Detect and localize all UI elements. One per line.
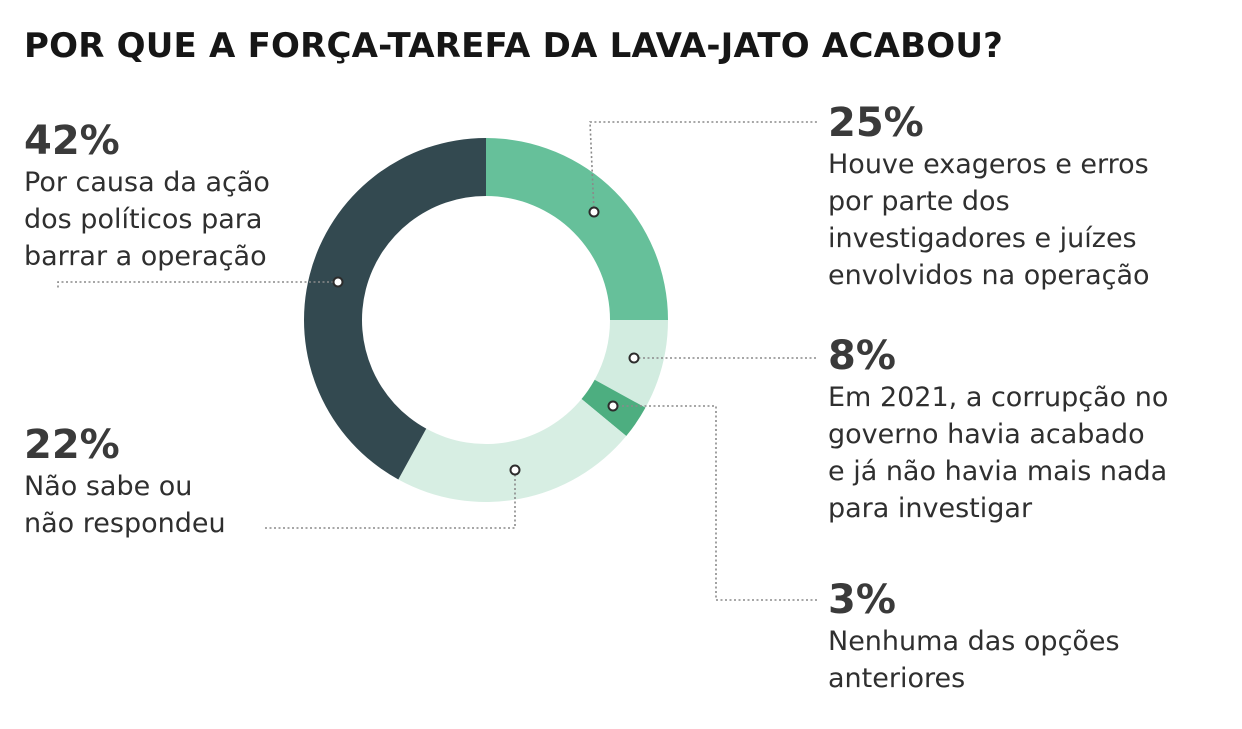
chart-title: POR QUE A FORÇA-TAREFA DA LAVA-JATO ACAB… bbox=[24, 26, 1004, 66]
donut-slice-42 bbox=[303, 138, 486, 480]
leader-line-25 bbox=[589, 121, 818, 213]
leader-dot-22 bbox=[509, 464, 521, 476]
slice-description: Em 2021, a corrupção no governo havia ac… bbox=[828, 382, 1169, 524]
slice-percent-label: 22% bbox=[24, 422, 120, 468]
label-block-22: 22% Não sabe ou não respondeu bbox=[24, 422, 226, 542]
label-block-25: 25% Houve exageros e erros por parte dos… bbox=[828, 100, 1150, 294]
leader-line-22 bbox=[265, 470, 516, 529]
leader-line-42 bbox=[57, 281, 338, 290]
slice-percent-label: 25% bbox=[828, 100, 924, 146]
donut-slice-22 bbox=[398, 399, 627, 502]
donut-slice-25 bbox=[486, 138, 668, 320]
leader-dot-25 bbox=[588, 206, 600, 218]
label-block-8: 8% Em 2021, a corrupção no governo havia… bbox=[828, 333, 1168, 527]
slice-description: Não sabe ou não respondeu bbox=[24, 471, 226, 539]
leader-dot-3 bbox=[607, 400, 619, 412]
donut-slice-8 bbox=[594, 320, 668, 408]
slice-description: Por causa da ação dos políticos para bar… bbox=[24, 167, 270, 272]
slice-percent-label: 8% bbox=[828, 333, 896, 379]
leader-line-3 bbox=[613, 405, 818, 601]
slice-description: Houve exageros e erros por parte dos inv… bbox=[828, 149, 1150, 291]
slice-description: Nenhuma das opções anteriores bbox=[828, 626, 1120, 694]
label-block-42: 42% Por causa da ação dos políticos para… bbox=[24, 118, 270, 275]
leader-dot-42 bbox=[332, 276, 344, 288]
slice-percent-label: 42% bbox=[24, 118, 120, 164]
leader-dot-8 bbox=[628, 352, 640, 364]
slice-percent-label: 3% bbox=[828, 577, 896, 623]
label-block-3: 3% Nenhuma das opções anteriores bbox=[828, 577, 1120, 697]
